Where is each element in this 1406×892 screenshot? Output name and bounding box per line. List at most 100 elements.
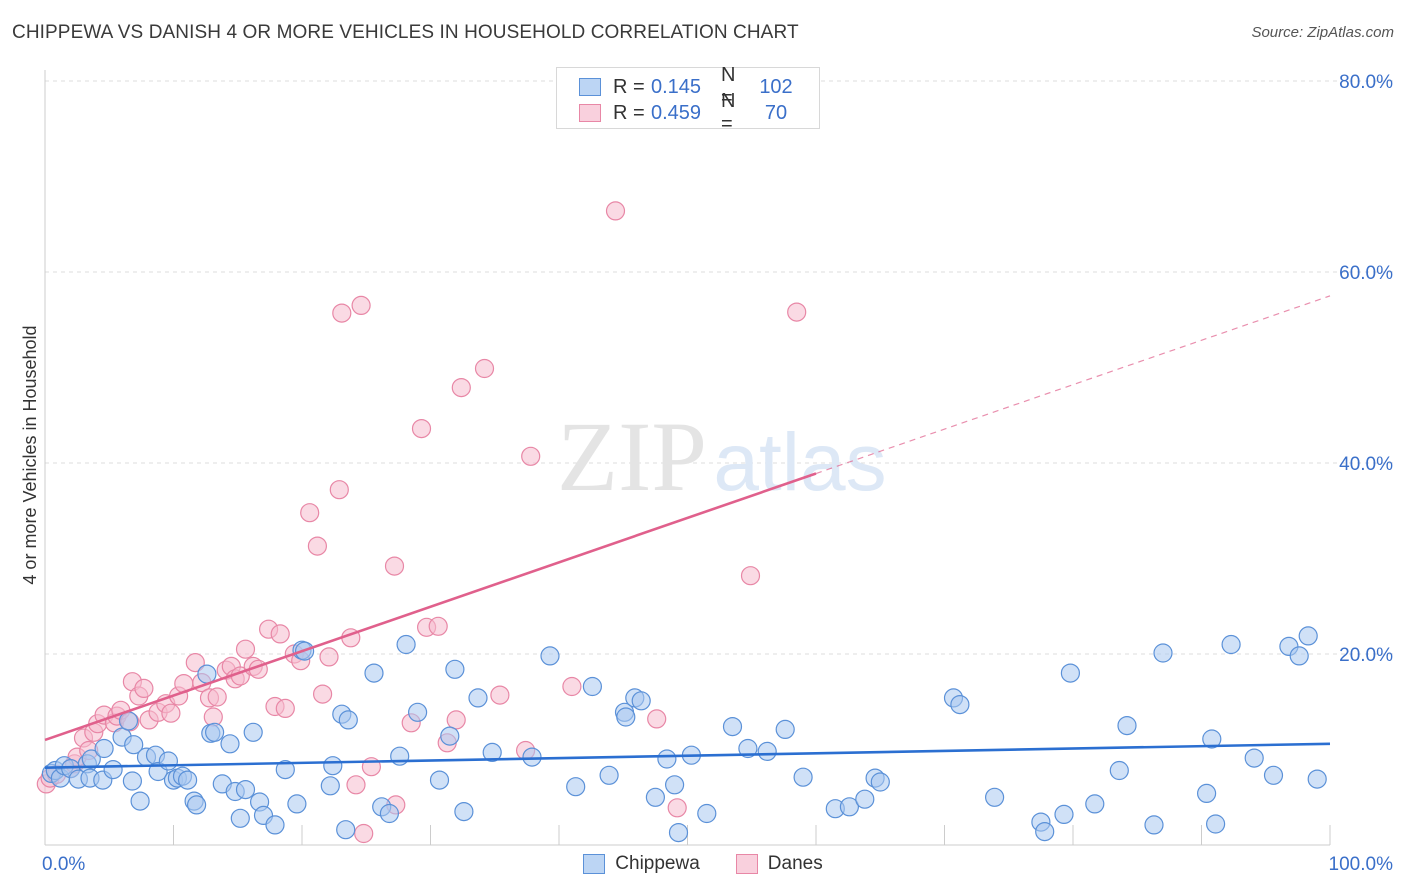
grid-lines [45, 80, 1393, 655]
danes-point [428, 616, 448, 636]
chippewa-point [178, 770, 198, 790]
legend-r-value: 0.145 [651, 75, 702, 98]
danes-trend-extension [815, 295, 1331, 475]
chippewa-point [197, 664, 217, 684]
watermark: ZIP atlas [557, 401, 887, 512]
chippewa-point [1153, 643, 1173, 663]
chippewa-point [870, 772, 890, 792]
chippewa-point [1109, 760, 1129, 781]
chippewa-point [1263, 765, 1284, 785]
chippewa-point [697, 803, 717, 824]
chippewa-point [645, 787, 666, 807]
legend-n-value: 70 [764, 101, 788, 124]
chippewa-point [599, 765, 619, 785]
chippewa-point [1221, 634, 1241, 655]
chippewa-point [338, 710, 358, 730]
chippewa-point [1196, 783, 1217, 804]
danes-point [411, 419, 432, 439]
chippewa-point [158, 751, 178, 771]
chippewa-point [657, 749, 677, 769]
y-tick-label: 40.0% [1339, 454, 1393, 475]
chippewa-point [220, 734, 240, 754]
y-tick-label: 80.0% [1339, 72, 1393, 93]
chippewa-point [230, 808, 250, 828]
legend-r-label: R = [613, 101, 645, 124]
danes-point [451, 378, 471, 398]
danes-point [161, 703, 181, 723]
chippewa-point [482, 742, 502, 763]
chippewa-point [130, 791, 150, 811]
chippewa-point [187, 795, 207, 815]
legend-swatch-danes [735, 854, 758, 874]
chippewa-point [566, 777, 586, 797]
chippewa-point [1202, 729, 1222, 749]
danes-point [521, 446, 541, 466]
watermark-zip: ZIP [557, 401, 707, 512]
chippewa-point [1244, 748, 1264, 768]
legend-swatch-danes [579, 104, 601, 122]
chippewa-point [1085, 794, 1105, 814]
danes-point [384, 556, 405, 576]
chippewa-point [738, 738, 758, 759]
chippewa-point [722, 716, 743, 737]
chart-title: CHIPPEWA VS DANISH 4 OR MORE VEHICLES IN… [12, 22, 799, 43]
chippewa-point [320, 776, 340, 796]
chippewa-point [950, 694, 970, 715]
x-tick-label: 0.0% [42, 854, 85, 875]
danes-point [740, 566, 761, 586]
chippewa-point [429, 770, 450, 790]
legend-r-value: 0.459 [651, 101, 702, 124]
chippewa-point [390, 746, 410, 766]
danes-point [270, 624, 290, 644]
chippewa-point [1289, 646, 1309, 666]
chippewa-point [984, 787, 1005, 807]
x-tick-label: 100.0% [1329, 854, 1394, 875]
danes-point [562, 676, 582, 697]
chippewa-point [287, 794, 307, 814]
chippewa-point [94, 738, 114, 759]
legend-r-label: R = [613, 75, 645, 98]
chippewa-point [631, 691, 651, 711]
legend-n-value: 102 [759, 75, 793, 98]
legend-swatch-chippewa [579, 78, 601, 96]
chippewa-point [468, 688, 488, 708]
danes-point [346, 775, 366, 795]
correlation-legend: R = 0.145 N = 102 R = 0.459 N = 70 [556, 64, 820, 135]
axes [44, 70, 1331, 846]
danes-point [474, 358, 495, 379]
chippewa-point [664, 775, 685, 795]
chippewa-point [839, 797, 860, 817]
chippewa-point [235, 779, 256, 800]
chippewa-point [1144, 815, 1164, 835]
chippewa-point [323, 756, 343, 776]
legend-row-chippewa: R = 0.145 N = 102 [579, 64, 801, 109]
chippewa-point [616, 707, 636, 727]
tick-labels: 20.0% 40.0% 60.0% 80.0% 0.0% 100.0% [42, 72, 1393, 875]
danes-point [134, 678, 154, 699]
danes-point [354, 823, 374, 844]
danes-point [332, 303, 352, 323]
danes-point [647, 709, 667, 729]
chippewa-point [522, 747, 542, 767]
danes-point [207, 687, 227, 707]
chippewa-point [364, 663, 384, 683]
chippewa-point [1035, 821, 1055, 842]
legend-label-chippewa: Chippewa [615, 853, 700, 874]
chippewa-point [1117, 715, 1137, 736]
danes-point [300, 503, 320, 523]
danes-point [787, 302, 807, 322]
chippewa-point [668, 822, 689, 843]
legend-swatch-chippewa [583, 854, 606, 874]
chippewa-point [1298, 626, 1318, 646]
chippewa-point [1060, 663, 1081, 683]
legend-n-label: N = [721, 64, 736, 109]
chippewa-point [275, 759, 295, 780]
y-tick-label: 60.0% [1339, 263, 1393, 284]
chippewa-point [1205, 814, 1226, 834]
watermark-atlas: atlas [713, 417, 886, 508]
danes-point [351, 295, 371, 315]
danes-point [490, 685, 510, 705]
danes-point [313, 684, 333, 704]
chippewa-points [41, 626, 1327, 843]
